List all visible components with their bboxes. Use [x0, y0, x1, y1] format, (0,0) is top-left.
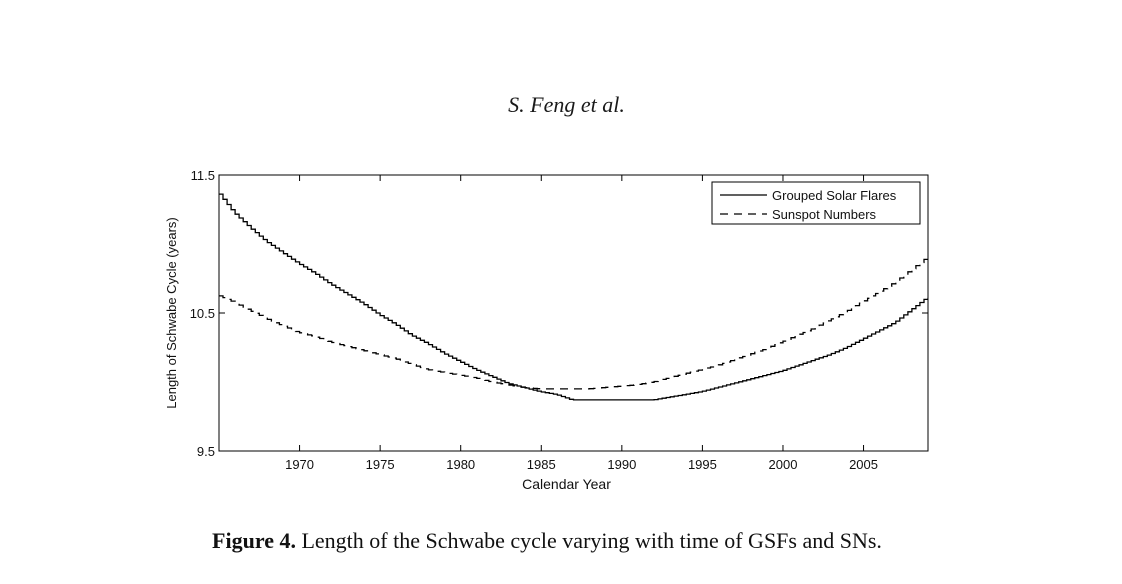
y-tick-label: 11.5	[191, 168, 215, 183]
x-tick-label: 1980	[446, 457, 475, 472]
x-tick-label: 1990	[607, 457, 636, 472]
x-tick-label: 1985	[527, 457, 556, 472]
x-tick-label: 1970	[285, 457, 314, 472]
figure-caption: Figure 4. Length of the Schwabe cycle va…	[0, 528, 1094, 554]
x-tick-label: 2005	[849, 457, 878, 472]
legend-label: Sunspot Numbers	[772, 207, 877, 222]
x-tick-label: 1975	[366, 457, 395, 472]
y-tick-label: 10.5	[190, 306, 215, 321]
y-axis-label: Length of Schwabe Cycle (years)	[164, 217, 179, 408]
sunspot-numbers-line	[219, 257, 928, 390]
x-tick-label: 2000	[769, 457, 798, 472]
legend-label: Grouped Solar Flares	[772, 188, 897, 203]
y-tick-label: 9.5	[197, 444, 215, 459]
figure-caption-text: Length of the Schwabe cycle varying with…	[295, 528, 882, 553]
figure-caption-label: Figure 4.	[212, 528, 296, 553]
running-header: S. Feng et al.	[508, 92, 625, 117]
grouped-solar-flares-line	[219, 193, 928, 401]
plot-area: 1970 1975 1980 1985 1990 1995 2000 2005 9.5 10.5 1…	[164, 168, 929, 492]
x-axis-label: Calendar Year	[522, 476, 611, 492]
x-tick-label: 1995	[688, 457, 717, 472]
legend-box	[711, 181, 921, 225]
